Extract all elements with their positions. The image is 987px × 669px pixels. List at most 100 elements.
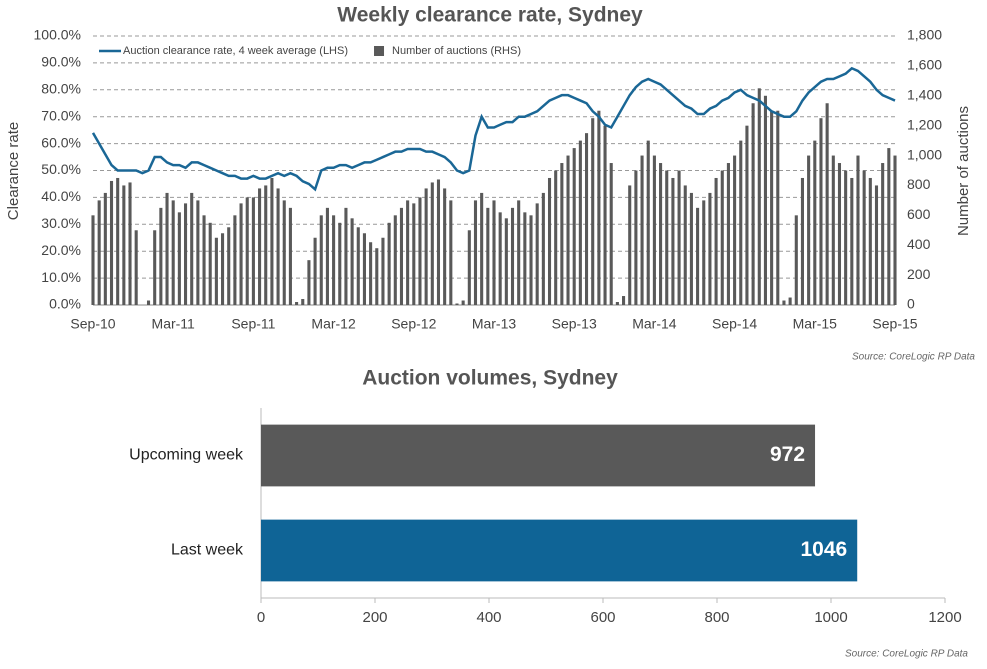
bar xyxy=(702,200,706,305)
bar xyxy=(671,177,675,305)
bar xyxy=(572,148,576,305)
bar xyxy=(566,155,570,305)
bar xyxy=(369,242,373,305)
bar xyxy=(159,207,163,305)
bar xyxy=(578,140,582,305)
bar xyxy=(628,185,632,305)
bar xyxy=(800,177,805,305)
y2-tick-label: 1,600 xyxy=(907,57,942,73)
bar xyxy=(356,227,360,305)
x-tick-label: 1000 xyxy=(814,609,847,626)
bar xyxy=(282,200,286,305)
y-axis-label: Clearance rate xyxy=(5,122,22,220)
bar xyxy=(313,237,317,305)
bar xyxy=(338,222,342,305)
bar xyxy=(381,237,385,305)
bar xyxy=(430,182,434,305)
bar xyxy=(116,177,120,305)
y-tick-label: 100.0% xyxy=(34,27,81,43)
bar xyxy=(387,222,391,305)
bar xyxy=(893,155,897,305)
x-tick-label: 1200 xyxy=(928,609,961,626)
bar xyxy=(751,103,755,305)
bar xyxy=(523,212,527,305)
bar xyxy=(239,203,243,305)
chart-title: Auction volumes, Sydney xyxy=(362,367,618,390)
bar xyxy=(362,233,366,305)
bar xyxy=(350,218,354,305)
legend-swatch xyxy=(374,46,385,56)
bar xyxy=(325,207,329,305)
bar xyxy=(603,125,607,306)
bar xyxy=(227,227,231,305)
y-tick-label: 30.0% xyxy=(41,215,81,231)
bar xyxy=(344,207,348,305)
y2-tick-label: 600 xyxy=(907,206,931,222)
bar xyxy=(128,182,132,305)
category-label: Upcoming week xyxy=(129,447,244,464)
bar xyxy=(529,215,533,305)
x-tick-label: 200 xyxy=(362,609,387,626)
bar xyxy=(622,296,626,305)
bar xyxy=(480,192,484,305)
bar xyxy=(245,197,249,305)
y2-tick-label: 1,200 xyxy=(907,116,942,132)
x-tick-label: 600 xyxy=(590,609,615,626)
x-tick-label: Mar-11 xyxy=(152,316,196,332)
bar xyxy=(831,155,835,305)
bar xyxy=(887,148,891,305)
legend-label: Auction clearance rate, 4 week average (… xyxy=(123,45,348,57)
bar xyxy=(659,163,663,305)
bar xyxy=(183,203,188,305)
y2-tick-label: 800 xyxy=(907,176,931,192)
bar xyxy=(134,230,138,305)
bar xyxy=(757,88,761,305)
bar xyxy=(733,155,737,305)
bar xyxy=(295,302,299,305)
bar xyxy=(467,230,471,305)
bar xyxy=(418,197,422,305)
bar xyxy=(258,188,262,305)
bar xyxy=(332,215,336,305)
bar xyxy=(424,188,428,305)
bar xyxy=(868,177,872,305)
y-tick-label: 70.0% xyxy=(41,107,81,123)
line xyxy=(91,66,896,192)
bar xyxy=(770,110,774,305)
bar xyxy=(504,218,508,305)
x-tick-label: Mar-13 xyxy=(472,316,517,332)
bar xyxy=(103,192,107,305)
bar xyxy=(609,163,613,305)
x-tick-label: Sep-14 xyxy=(712,316,757,332)
legend-label: Number of auctions (RHS) xyxy=(392,45,521,57)
bar xyxy=(165,192,169,305)
bar xyxy=(708,192,712,305)
x-tick-label: Sep-13 xyxy=(552,316,597,332)
bar xyxy=(560,163,564,305)
y2-tick-label: 400 xyxy=(907,236,931,252)
bar xyxy=(436,179,441,305)
bar xyxy=(825,103,829,305)
x-tick-label: 800 xyxy=(704,609,729,626)
bar xyxy=(850,177,854,305)
bar xyxy=(510,207,515,305)
bar xyxy=(319,215,323,305)
bar xyxy=(109,180,114,305)
x-tick-label: Mar-15 xyxy=(793,316,838,332)
bar xyxy=(449,200,453,305)
bar xyxy=(492,200,496,305)
y-tick-label: 10.0% xyxy=(41,269,81,285)
bar xyxy=(720,170,724,305)
bar xyxy=(714,177,718,305)
y2-axis-label: Number of auctions xyxy=(955,106,972,236)
bar xyxy=(406,200,410,305)
bar xyxy=(874,185,879,305)
bar xyxy=(261,424,816,487)
x-tick-label: Sep-10 xyxy=(70,316,115,332)
x-tick-label: Sep-15 xyxy=(872,316,917,332)
y-tick-label: 40.0% xyxy=(41,188,81,204)
bar xyxy=(233,215,237,305)
bar xyxy=(547,177,552,305)
bar xyxy=(461,300,465,305)
bar xyxy=(498,212,502,305)
